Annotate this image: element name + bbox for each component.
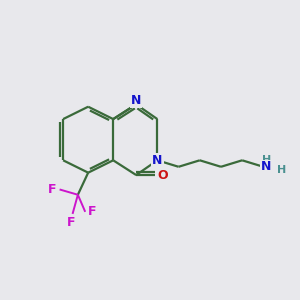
Text: F: F — [67, 216, 75, 229]
Text: F: F — [88, 205, 96, 218]
Text: F: F — [48, 183, 56, 196]
Text: N: N — [261, 160, 272, 173]
Text: N: N — [152, 154, 163, 167]
Text: H: H — [277, 165, 286, 175]
Text: O: O — [157, 169, 168, 182]
Text: H: H — [262, 155, 271, 165]
Text: N: N — [131, 94, 141, 107]
